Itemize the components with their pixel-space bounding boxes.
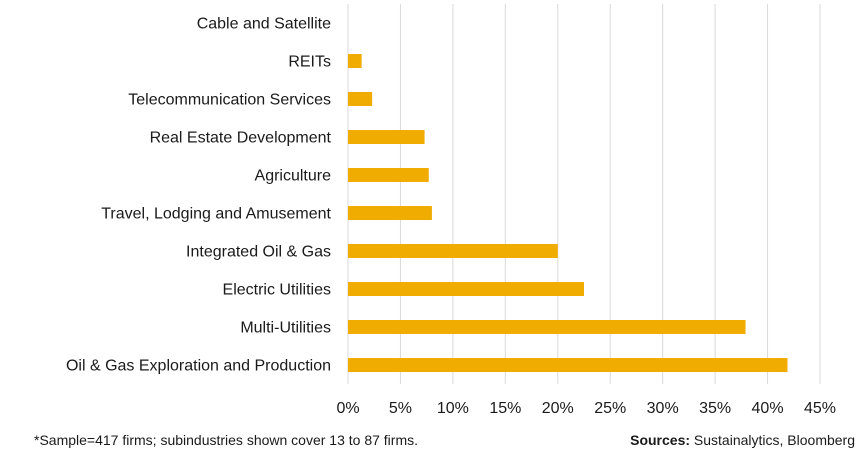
category-labels: Cable and Satellite REITs Telecommunicatio… xyxy=(66,16,332,375)
bar xyxy=(348,320,746,334)
category-label: Multi-Utilities xyxy=(240,320,331,337)
bar xyxy=(348,244,558,258)
category-label: Cable and Satellite xyxy=(197,16,331,33)
x-tick-label: 15% xyxy=(489,400,521,417)
bar xyxy=(348,168,429,182)
x-tick-label: 40% xyxy=(752,400,784,417)
sources-label: Sources: xyxy=(630,432,691,448)
bar xyxy=(348,130,425,144)
category-label: Electric Utilities xyxy=(223,282,331,299)
x-tick-label: 30% xyxy=(647,400,679,417)
x-tick-label: 5% xyxy=(389,400,412,417)
bar xyxy=(348,358,788,372)
category-label: Travel, Lodging and Amusement xyxy=(101,206,331,223)
sources-text: Sustainalytics, Bloomberg xyxy=(693,432,855,448)
bar-chart: Cable and Satellite REITs Telecommunicatio… xyxy=(66,4,836,417)
category-label: REITs xyxy=(288,54,331,71)
category-label: Real Estate Development xyxy=(150,130,332,147)
gridlines xyxy=(347,4,821,384)
bar xyxy=(348,54,362,68)
category-label: Integrated Oil & Gas xyxy=(186,244,331,261)
x-tick-label: 35% xyxy=(699,400,731,417)
sources-note: Sources: Sustainalytics, Bloomberg xyxy=(630,432,855,448)
x-tick-label: 10% xyxy=(437,400,469,417)
bar xyxy=(348,92,373,106)
footnote: *Sample=417 firms; subindustries shown c… xyxy=(34,432,419,448)
category-label: Telecommunication Services xyxy=(128,92,331,109)
bar xyxy=(348,282,584,296)
category-label: Agriculture xyxy=(255,168,332,185)
x-tick-labels: 0% 5% 10% 15% 20% 25% 30% 35% 40% 45% xyxy=(336,400,836,417)
bars xyxy=(348,54,788,372)
x-tick-label: 25% xyxy=(594,400,626,417)
category-label: Oil & Gas Exploration and Production xyxy=(66,358,331,375)
x-tick-label: 0% xyxy=(336,400,359,417)
bar xyxy=(348,206,432,220)
x-tick-label: 45% xyxy=(804,400,836,417)
x-tick-label: 20% xyxy=(542,400,574,417)
